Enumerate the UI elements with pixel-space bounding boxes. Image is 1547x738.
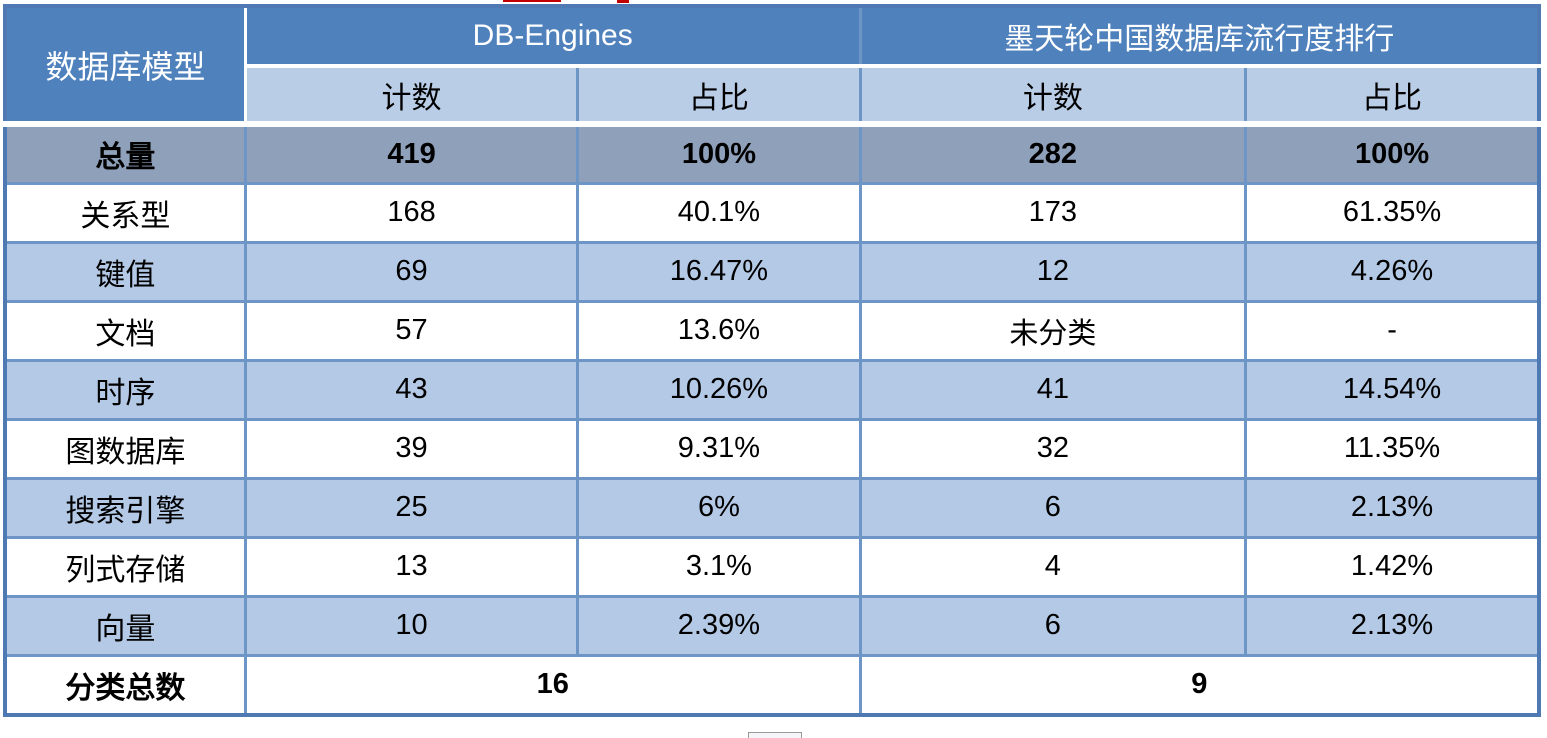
cell-value: 173 — [858, 181, 1248, 244]
table-row-total: 总量 419 100% 282 100% — [3, 121, 1541, 185]
cell-value: 4 — [858, 535, 1248, 598]
cell-value: 61.35% — [1244, 181, 1541, 244]
table-row: 列式存储 13 3.1% 4 1.42% — [3, 535, 1541, 598]
table-row: 键值 69 16.47% 12 4.26% — [3, 240, 1541, 303]
subheader-dbengines-count: 计数 — [243, 64, 580, 126]
cell-value: 2.13% — [1244, 476, 1541, 539]
cell-value: 6 — [858, 594, 1248, 657]
cell-value: 16 — [243, 653, 862, 717]
row-label: 向量 — [3, 594, 247, 657]
cell-value: - — [1244, 299, 1541, 362]
cell-value: 100% — [576, 121, 862, 185]
cell-value: 100% — [1244, 121, 1541, 185]
group-header-modb: 墨天轮中国数据库流行度排行 — [858, 6, 1541, 68]
cell-value: 419 — [243, 121, 580, 185]
cell-value: 16.47% — [576, 240, 862, 303]
cell-value: 4.26% — [1244, 240, 1541, 303]
cell-value: 57 — [243, 299, 580, 362]
row-label: 搜索引擎 — [3, 476, 247, 539]
cell-value: 10.26% — [576, 358, 862, 421]
table-row: 时序 43 10.26% 41 14.54% — [3, 358, 1541, 421]
cropped-text-artifact — [617, 0, 629, 3]
cell-value: 13.6% — [576, 299, 862, 362]
group-header-db-engines: DB-Engines — [243, 6, 862, 68]
cell-value: 10 — [243, 594, 580, 657]
cropped-text-artifact — [503, 0, 561, 2]
cell-value: 2.39% — [576, 594, 862, 657]
cell-value: 9 — [858, 653, 1541, 717]
subheader-dbengines-share: 占比 — [576, 64, 862, 126]
row-label: 总量 — [3, 121, 247, 185]
cell-value: 6 — [858, 476, 1248, 539]
table-row: 文档 57 13.6% 未分类 - — [3, 299, 1541, 362]
cell-value: 32 — [858, 417, 1248, 480]
cell-value: 14.54% — [1244, 358, 1541, 421]
group-header-row: 数据库模型 DB-Engines 墨天轮中国数据库流行度排行 — [5, 6, 1541, 126]
horizontal-scrollbar-thumb[interactable] — [748, 732, 802, 738]
database-model-comparison-table: 数据库模型 DB-Engines 墨天轮中国数据库流行度排行 计数 占比 计数 … — [3, 4, 1541, 717]
cell-value: 2.13% — [1244, 594, 1541, 657]
table-row: 图数据库 39 9.31% 32 11.35% — [3, 417, 1541, 480]
cell-value: 6% — [576, 476, 862, 539]
cell-value: 未分类 — [858, 299, 1248, 362]
row-label: 文档 — [3, 299, 247, 362]
cell-value: 3.1% — [576, 535, 862, 598]
cell-value: 168 — [243, 181, 580, 244]
column-header-model: 数据库模型 — [5, 6, 247, 126]
row-label: 分类总数 — [3, 653, 247, 717]
cell-value: 69 — [243, 240, 580, 303]
row-label: 关系型 — [3, 181, 247, 244]
cell-value: 13 — [243, 535, 580, 598]
row-label: 列式存储 — [3, 535, 247, 598]
cell-value: 282 — [858, 121, 1248, 185]
cell-value: 40.1% — [576, 181, 862, 244]
cell-value: 1.42% — [1244, 535, 1541, 598]
cell-value: 9.31% — [576, 417, 862, 480]
row-label: 时序 — [3, 358, 247, 421]
table-row: 向量 10 2.39% 6 2.13% — [3, 594, 1541, 657]
subheader-modb-count: 计数 — [858, 64, 1248, 126]
cell-value: 43 — [243, 358, 580, 421]
cell-value: 39 — [243, 417, 580, 480]
row-label: 键值 — [3, 240, 247, 303]
table-row: 搜索引擎 25 6% 6 2.13% — [3, 476, 1541, 539]
cell-value: 25 — [243, 476, 580, 539]
cell-value: 11.35% — [1244, 417, 1541, 480]
cell-value: 12 — [858, 240, 1248, 303]
row-label: 图数据库 — [3, 417, 247, 480]
cell-value: 41 — [858, 358, 1248, 421]
sub-header-row: 计数 占比 计数 占比 — [5, 64, 1541, 126]
table-row-category-totals: 分类总数 16 9 — [3, 653, 1541, 717]
subheader-modb-share: 占比 — [1244, 64, 1541, 126]
table-row: 关系型 168 40.1% 173 61.35% — [3, 181, 1541, 244]
